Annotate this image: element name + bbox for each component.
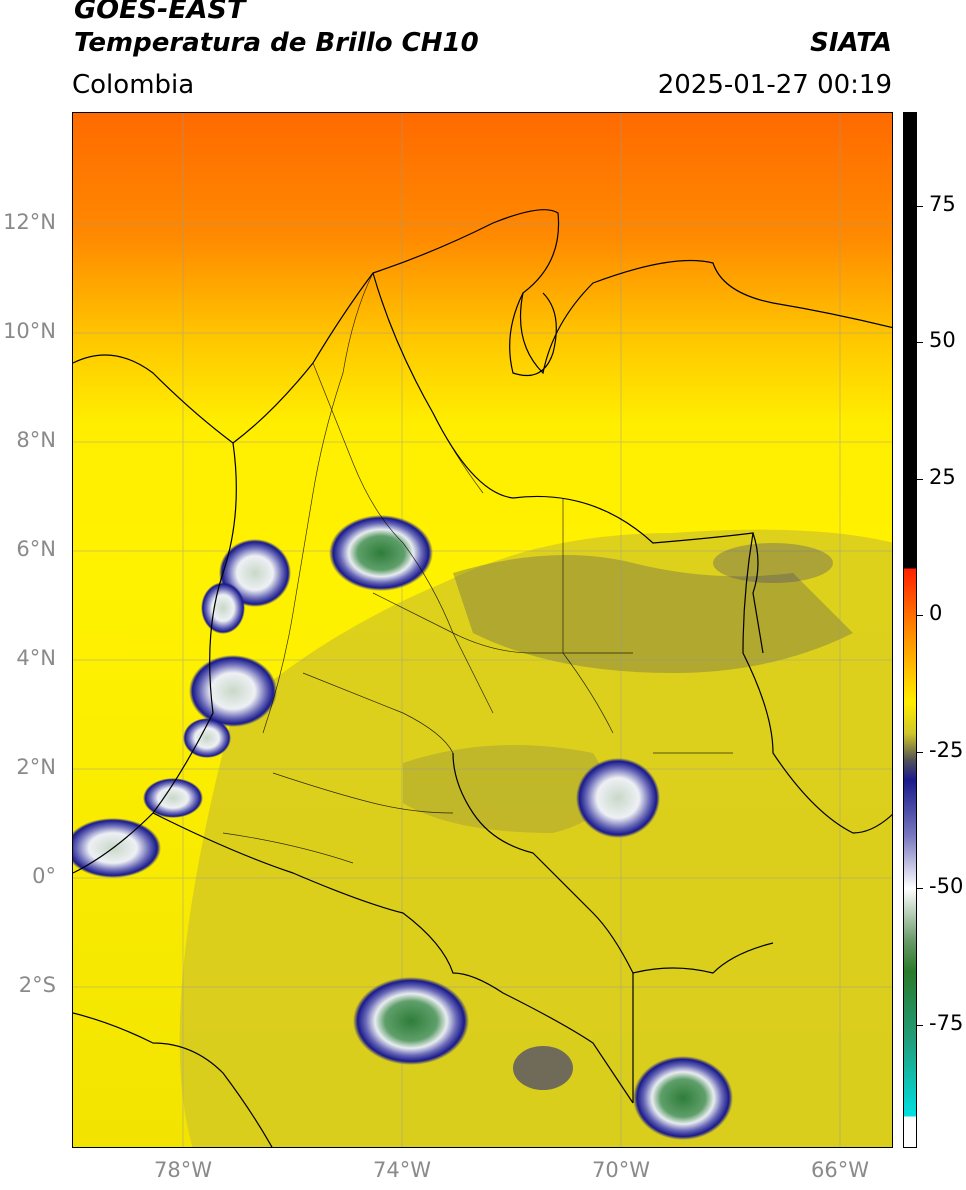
lat-label-2n: 2°N <box>16 755 56 779</box>
colorbar-label-75: 75 <box>929 192 956 216</box>
colorbar-tick-neg25 <box>917 752 923 753</box>
lat-label-8n: 8°N <box>16 428 56 452</box>
colorbar-label-neg25: -25 <box>929 738 964 762</box>
lat-label-6n: 6°N <box>16 537 56 561</box>
colorbar-label-25: 25 <box>929 465 956 489</box>
colorbar-gradient <box>904 113 916 1147</box>
lon-label-70w: 70°W <box>592 1158 650 1182</box>
colorbar-label-0: 0 <box>929 601 943 625</box>
region-label: Colombia <box>72 70 195 100</box>
product-title: Temperatura de Brillo CH10 <box>74 28 479 58</box>
lon-label-74w: 74°W <box>373 1158 431 1182</box>
lon-label-78w: 78°W <box>154 1158 212 1182</box>
datetime-label: 2025-01-27 00:19 <box>657 70 892 100</box>
colorbar-tick-neg75 <box>917 1025 923 1026</box>
lat-label-2s: 2°S <box>18 973 56 997</box>
lat-label-12n: 12°N <box>3 210 56 234</box>
colorbar-tick-50 <box>917 342 923 343</box>
colorbar <box>903 112 917 1148</box>
colorbar-tick-neg50 <box>917 888 923 889</box>
colorbar-label-neg75: -75 <box>929 1011 964 1035</box>
lon-label-66w: 66°W <box>811 1158 869 1182</box>
colorbar-tick-0 <box>917 615 923 616</box>
colorbar-label-50: 50 <box>929 328 956 352</box>
lat-label-0: 0° <box>32 864 56 888</box>
lat-label-4n: 4°N <box>16 646 56 670</box>
colorbar-tick-75 <box>917 206 923 207</box>
colorbar-label-neg50: -50 <box>929 874 964 898</box>
satellite-title: GOES-EAST <box>74 0 246 25</box>
map-canvas <box>73 113 892 1147</box>
agency-label: SIATA <box>810 28 892 58</box>
colorbar-tick-25 <box>917 479 923 480</box>
satellite-map <box>72 112 893 1148</box>
lat-label-10n: 10°N <box>3 319 56 343</box>
